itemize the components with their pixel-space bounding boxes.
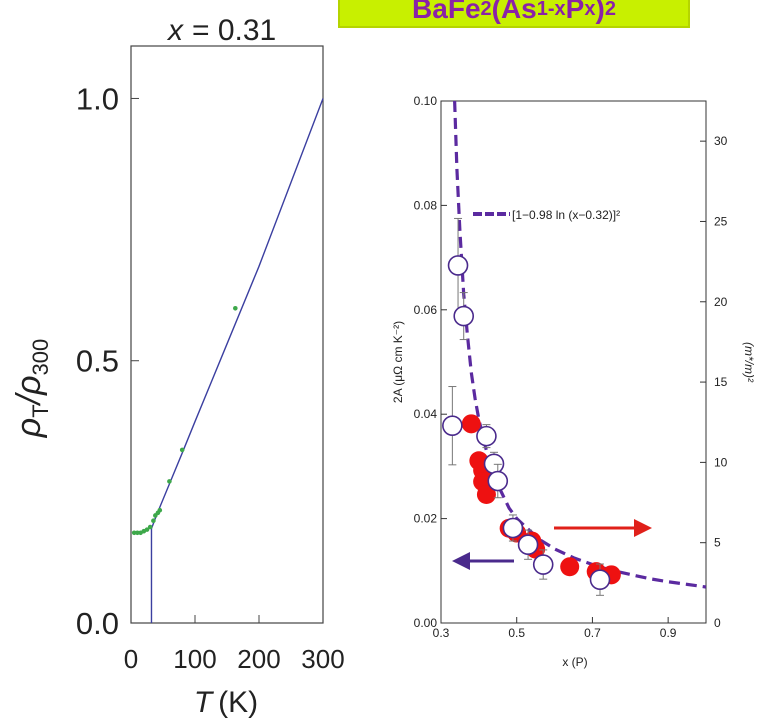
red-arrow-head (634, 519, 652, 537)
title-mid1: (As (491, 0, 537, 24)
purple-arrow-head (452, 552, 470, 570)
right-xtick-label: 0.7 (584, 626, 601, 640)
open-data-point (483, 453, 505, 475)
filled-data-point (461, 414, 481, 434)
left-panel: 0.0 0.5 1.0 0 100 200 300 x = 0.31 ρT/ρ300 T (K… (10, 14, 345, 719)
open-data-point (487, 470, 509, 492)
right-xtick-label: 0.3 (433, 626, 450, 640)
open-data-point (532, 554, 554, 575)
left-plot-frame (130, 45, 324, 624)
right-ytick-label: 0.10 (414, 94, 438, 108)
right-y2label: (m*/m)² (742, 342, 756, 383)
left-ytick-label: 0.0 (76, 606, 119, 641)
open-data-point (453, 305, 475, 327)
right-ytick-label: 0.00 (414, 616, 438, 630)
open-data-point (442, 415, 463, 436)
filled-data-point (560, 557, 580, 577)
right-ylabel: 2A (μΩ cm K⁻²) (391, 321, 405, 403)
right-y2tick-label: 25 (714, 214, 728, 228)
left-ytick-label: 0.5 (76, 344, 119, 379)
right-xtick-label: 0.5 (508, 626, 525, 640)
left-data-point (135, 530, 140, 536)
right-y2tick-label: 10 (714, 455, 728, 469)
right-y2tick-label: 5 (714, 536, 721, 550)
title-base: BaFe (412, 0, 481, 24)
title-sub1: 2 (480, 0, 492, 20)
left-xtick-label: 100 (173, 644, 216, 674)
open-data-point (589, 569, 611, 590)
fit-legend-text: [1−0.98 ln (x−0.32)]² (512, 208, 620, 222)
right-ytick-label: 0.04 (414, 407, 438, 421)
fit-curve (453, 101, 706, 589)
title-mid3: ) (595, 0, 605, 24)
right-xtick-label: 0.9 (660, 626, 677, 640)
left-xlabel: T (K) (194, 686, 258, 719)
right-ytick-label: 0.02 (414, 512, 438, 526)
right-plot-frame (440, 100, 707, 624)
left-data-point (151, 518, 156, 524)
right-ytick-label: 0.08 (414, 198, 438, 212)
left-data-point (233, 305, 238, 311)
left-data-point (147, 524, 153, 530)
right-xlabel: x (P) (562, 655, 587, 669)
left-annotation-eq: = 0.31 (192, 14, 276, 47)
right-ytick-label: 0.06 (414, 303, 438, 317)
right-y2tick-label: 30 (714, 134, 728, 148)
left-xtick-label: 0 (124, 644, 138, 674)
title-sub2: 1-x (536, 0, 566, 20)
title-sub3: x (584, 0, 596, 20)
title-mid2: P (565, 0, 585, 24)
left-resistivity-line (150, 98, 324, 623)
left-data-point (179, 447, 185, 453)
left-annotation-x: x (166, 14, 184, 47)
left-data-point (131, 530, 137, 536)
right-panel: 0.00 0.02 0.04 0.06 0.08 0.10 0 5 10 15 20 25 30 0.3 0… (391, 94, 756, 669)
left-ytick-label: 1.0 (76, 81, 119, 116)
right-y2tick-label: 15 (714, 375, 728, 389)
left-ylabel: ρT/ρ300 (10, 339, 53, 439)
right-y2tick-label: 0 (714, 616, 721, 630)
open-data-point (447, 255, 469, 276)
left-data-point (157, 507, 163, 513)
filled-data-point (476, 485, 496, 505)
open-data-point (517, 534, 539, 556)
right-y2tick-label: 20 (714, 295, 728, 309)
left-xtick-label: 200 (237, 644, 280, 674)
left-xtick-label: 300 (301, 644, 344, 674)
open-data-point (476, 425, 497, 447)
title-sub4: 2 (604, 0, 616, 20)
left-data-point (144, 527, 150, 532)
left-data-point (167, 479, 172, 484)
open-data-point (502, 517, 524, 539)
